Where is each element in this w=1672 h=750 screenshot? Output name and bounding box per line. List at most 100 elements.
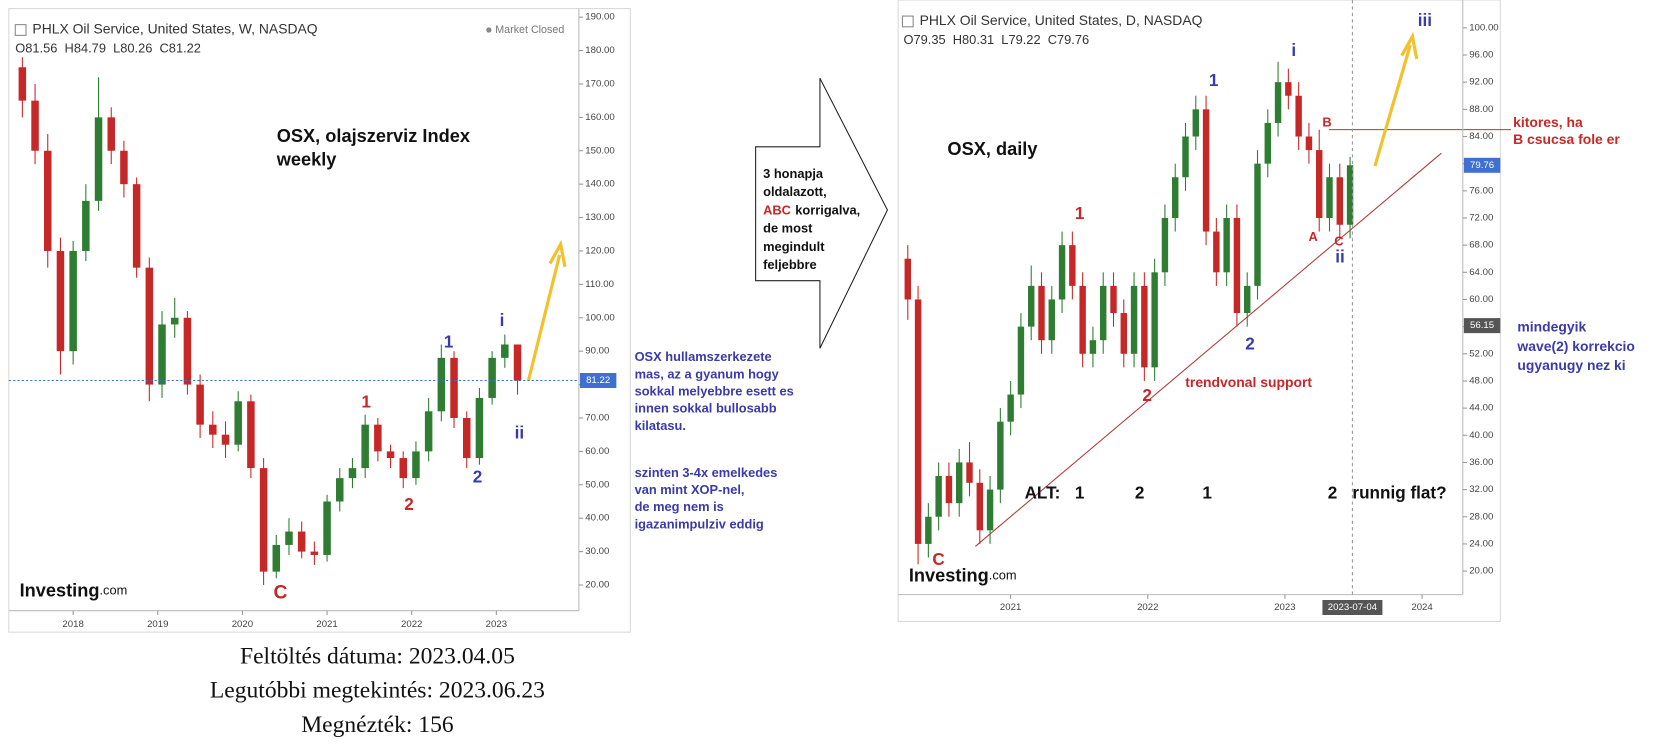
candle-body xyxy=(361,424,369,469)
candle-body xyxy=(1285,82,1292,96)
y-tick-label: 120.00 xyxy=(585,246,614,257)
x-tick-label: 2021 xyxy=(316,619,337,630)
note: mas, az a gyanum hogy xyxy=(635,366,780,381)
y-tick-label: 24.00 xyxy=(1469,538,1493,549)
collapse-icon xyxy=(901,15,914,28)
x-tick-label: 2018 xyxy=(62,619,83,630)
y-tick-label: 130.00 xyxy=(585,212,614,223)
y-tick-label: 88.00 xyxy=(1469,104,1493,115)
candle-body xyxy=(1244,285,1251,314)
market-status: Market Closed xyxy=(495,24,564,36)
candle-body xyxy=(1316,150,1323,218)
candle-body xyxy=(183,317,192,385)
candle-body xyxy=(1274,82,1282,123)
annotation: C xyxy=(932,549,944,569)
price-label: 56.15 xyxy=(1470,320,1494,331)
status-dot xyxy=(486,27,492,33)
callout-arrow xyxy=(755,77,889,349)
crosshair-label: 2023-07-04 xyxy=(1328,602,1378,613)
price-label-box xyxy=(1463,157,1501,173)
candle-body xyxy=(935,476,942,517)
candle-body xyxy=(488,357,496,398)
candle-body xyxy=(1089,340,1097,354)
candle-body xyxy=(1048,299,1055,341)
candle-body xyxy=(1141,285,1148,368)
candle-body xyxy=(285,531,293,545)
note: oldalazott, xyxy=(763,184,827,199)
y-tick-label: 70.00 xyxy=(585,413,609,424)
candle-body xyxy=(145,267,154,385)
logo-domain: .com xyxy=(99,583,127,598)
candle-body xyxy=(386,451,395,459)
y-tick-label: 48.00 xyxy=(1469,375,1493,386)
candle-body xyxy=(1110,285,1117,314)
candle-body xyxy=(1100,285,1107,341)
annotation: trendvonal support xyxy=(1185,374,1312,390)
candle-body xyxy=(1028,285,1035,327)
trend-arrow-head xyxy=(1400,31,1419,60)
candle-body xyxy=(1007,394,1014,422)
y-tick-label: 100.00 xyxy=(585,312,614,323)
annotation: 2 xyxy=(1328,482,1338,502)
y-tick-label: 32.00 xyxy=(1469,484,1493,495)
note: 3 honapja xyxy=(763,166,824,181)
annotation: 2 xyxy=(1245,334,1255,354)
candle-body xyxy=(475,397,484,459)
annotation: 2 xyxy=(1135,482,1145,502)
candle-body xyxy=(1038,285,1045,341)
note: korrigalva, xyxy=(795,202,860,217)
candle-body xyxy=(1305,136,1313,151)
candle-body xyxy=(120,150,128,185)
y-tick-label: 150.00 xyxy=(585,145,614,156)
candle-body xyxy=(1079,285,1086,354)
annotation: 2 xyxy=(404,494,414,514)
note: sokkal melyebbre esett es xyxy=(635,384,794,399)
candle-body xyxy=(132,184,141,268)
y-tick-label: 20.00 xyxy=(1469,566,1493,577)
price-label: 81.22 xyxy=(586,375,610,386)
footer-line: Legutóbbi megtekintés: 2023.06.23 xyxy=(210,678,545,704)
annotation: A xyxy=(1309,229,1318,244)
annotation: 1 xyxy=(1202,482,1212,502)
candle-body xyxy=(323,501,331,555)
candle-body xyxy=(1264,122,1271,164)
annotation: kitores, ha xyxy=(1513,114,1583,130)
x-tick-label: 2023 xyxy=(1274,602,1295,613)
price-label-box xyxy=(579,373,617,389)
x-tick-label: 2023 xyxy=(486,619,507,630)
y-tick-label: 30.00 xyxy=(585,546,609,557)
ohlc-values: O81.56 H84.79 L80.26 C81.22 xyxy=(15,41,201,56)
candle-body xyxy=(1069,245,1076,286)
y-tick-label: 84.00 xyxy=(1469,131,1493,142)
candle-body xyxy=(412,451,420,479)
trend-arrow xyxy=(526,254,562,381)
y-tick-label: 100.00 xyxy=(1469,22,1498,33)
candle-body xyxy=(56,250,65,352)
candle-body xyxy=(272,544,281,572)
candle-body xyxy=(297,531,306,552)
ohlc-values: O79.35 H80.31 L79.22 C79.76 xyxy=(903,32,1089,47)
crosshair-label-box xyxy=(1322,600,1383,615)
y-tick-label: 60.00 xyxy=(1469,294,1493,305)
chart: 20.00 24.00 28.00 32.00 36.00 40.00 44.00 48.00… xyxy=(898,0,1635,615)
chart-frame xyxy=(8,8,631,633)
candle-body xyxy=(450,357,458,418)
annotation: runnig flat? xyxy=(1352,482,1446,502)
annotation: ugyanugy nez ki xyxy=(1517,357,1625,373)
trend-arrow xyxy=(1373,44,1412,167)
candle-body xyxy=(1346,165,1354,225)
chart-frame xyxy=(897,0,1501,622)
y-tick-label: 76.00 xyxy=(1469,185,1493,196)
x-tick-label: 2021 xyxy=(1000,602,1021,613)
trend-line xyxy=(974,152,1442,547)
annotation: ii xyxy=(1335,247,1345,267)
candle-body xyxy=(399,458,407,479)
candle-body xyxy=(1213,231,1220,273)
candle-body xyxy=(31,100,39,151)
logo-domain: .com xyxy=(989,568,1017,583)
y-tick-label: 52.00 xyxy=(1469,348,1493,359)
annotation: C xyxy=(273,583,287,604)
candle-body xyxy=(976,482,983,531)
